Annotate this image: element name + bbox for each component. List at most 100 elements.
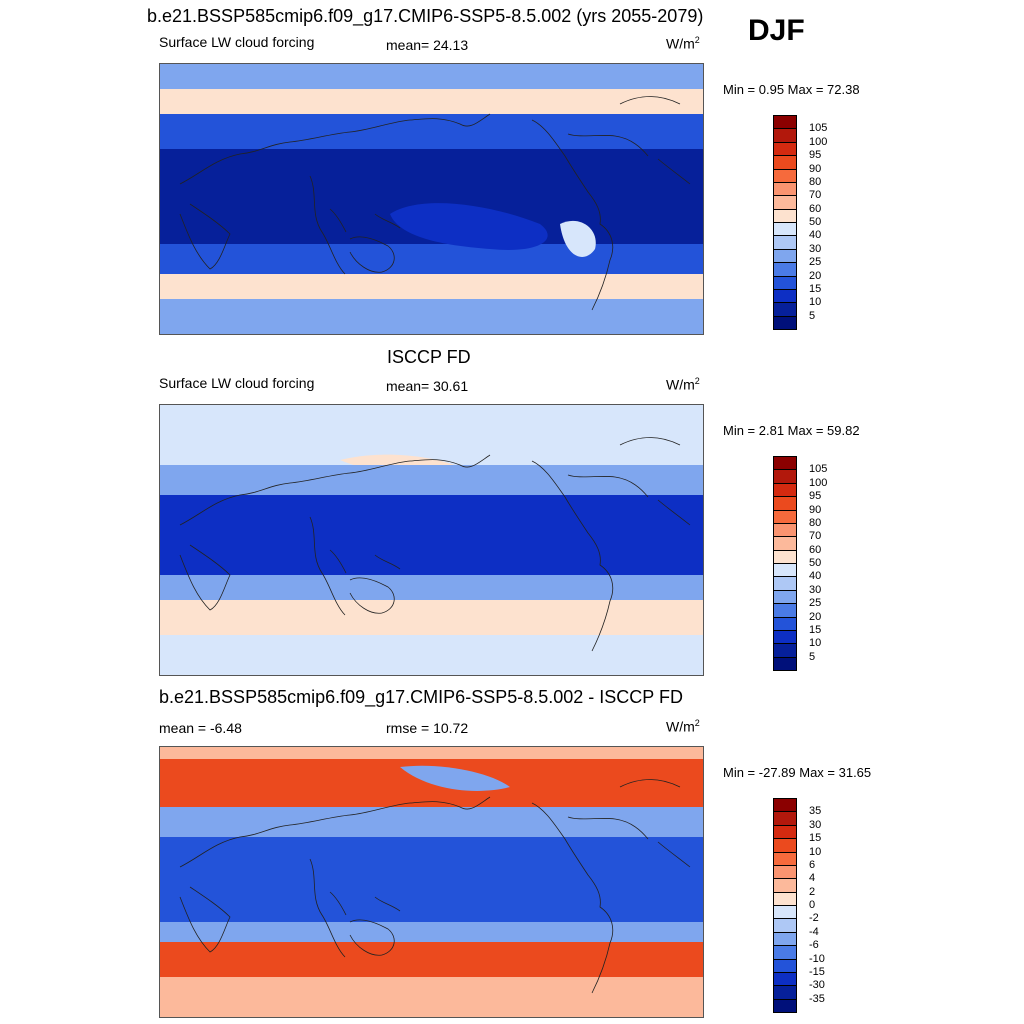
colorbar-swatch xyxy=(773,288,797,304)
panel-1-units: W/m2 xyxy=(666,35,700,52)
colorbar-swatch xyxy=(773,838,797,853)
colorbar-tick-label: 20 xyxy=(809,610,822,623)
panel-1-title: b.e21.BSSP585cmip6.f09_g17.CMIP6-SSP5-8.… xyxy=(147,6,704,26)
southern-warm-band xyxy=(160,600,703,635)
panel-3-units: W/m2 xyxy=(666,718,700,735)
panel-3-title: b.e21.BSSP585cmip6.f09_g17.CMIP6-SSP5-8.… xyxy=(159,687,683,707)
colorbar-tick-label: 40 xyxy=(809,570,822,583)
colorbar-tick-label: 30 xyxy=(809,583,822,596)
southern-subtropic-band xyxy=(160,922,703,942)
coastline xyxy=(329,891,347,916)
southern-warm-band xyxy=(160,274,703,299)
season-label: DJF xyxy=(748,14,805,47)
colorbar-tick-label: -2 xyxy=(809,912,819,925)
colorbar-swatch xyxy=(773,958,797,973)
colorbar-tick-label: 30 xyxy=(809,242,822,255)
coastline xyxy=(619,779,681,788)
panel-2-minmax: Min = 2.81 Max = 59.82 xyxy=(723,423,860,438)
colorbar-tick-label: 80 xyxy=(809,175,822,188)
colorbar-swatch xyxy=(773,469,797,484)
colorbar-swatch xyxy=(773,549,797,564)
colorbar-swatch xyxy=(773,985,797,1000)
colorbar-tick-label: 90 xyxy=(809,503,822,516)
coastline xyxy=(309,516,346,616)
panel-3-minmax: Min = -27.89 Max = 31.65 xyxy=(723,765,872,780)
colorbar-swatch xyxy=(773,181,797,197)
colorbar-tick-label: 25 xyxy=(809,256,822,269)
coastline xyxy=(567,133,649,157)
coastline xyxy=(179,203,231,270)
panel-2-variable-label: Surface LW cloud forcing xyxy=(159,375,315,391)
colorbar-tick-label: -6 xyxy=(809,939,819,952)
colorbar-swatch xyxy=(773,496,797,511)
colorbar-tick-label: 25 xyxy=(809,597,822,610)
colorbar-swatch xyxy=(773,235,797,250)
colorbar-swatch xyxy=(773,798,797,813)
colorbar-swatch xyxy=(773,195,797,210)
colorbar-tick-label: -30 xyxy=(809,979,825,992)
colorbar-tick-label: 4 xyxy=(809,872,816,885)
coastline xyxy=(329,549,347,574)
colorbar-swatch xyxy=(773,482,797,498)
colorbar-swatch xyxy=(773,536,797,551)
coastline xyxy=(309,175,346,275)
arctic-band xyxy=(160,747,703,759)
colorbar-swatch xyxy=(773,945,797,960)
colorbar-tick-label: -4 xyxy=(809,925,819,938)
colorbar-tick-label: -15 xyxy=(809,965,825,978)
colorbar-swatch xyxy=(773,509,797,524)
colorbar-swatch xyxy=(773,643,797,658)
colorbar-swatch xyxy=(773,563,797,578)
colorbar-swatch xyxy=(773,522,797,538)
colorbar-swatch xyxy=(773,155,797,170)
northern-midlat-band xyxy=(160,807,703,837)
colorbar-tick-label: 105 xyxy=(809,122,828,135)
colorbar-swatch xyxy=(773,918,797,933)
coastline xyxy=(179,544,231,611)
coastline xyxy=(374,896,401,912)
colorbar-tick-label: 15 xyxy=(809,832,822,845)
panel-3-map-svg xyxy=(160,747,703,1017)
coastline xyxy=(179,886,231,953)
colorbar-tick-label: 50 xyxy=(809,557,822,569)
northern-pale-band xyxy=(160,415,703,465)
colorbar-swatch xyxy=(773,141,797,157)
colorbar-tick-label: 35 xyxy=(809,805,822,818)
colorbar-swatch xyxy=(773,128,797,143)
panel-2-map-svg xyxy=(160,405,703,675)
colorbar-swatch xyxy=(773,864,797,880)
colorbar-tick-label: 100 xyxy=(809,135,828,148)
colorbar-swatch xyxy=(773,891,797,906)
panel-2-mean-label: mean= 30.61 xyxy=(386,378,469,394)
antarctic-band xyxy=(160,299,703,334)
colorbar-swatch xyxy=(773,262,797,277)
colorbar-swatch xyxy=(773,629,797,645)
coastline xyxy=(179,454,491,526)
tropical-band xyxy=(160,837,703,922)
panel-3-mean-label: mean = -6.48 xyxy=(159,720,242,736)
colorbar-swatch xyxy=(773,824,797,840)
colorbar-swatch xyxy=(773,998,797,1013)
panel-1-map-svg xyxy=(160,64,703,334)
colorbar-tick-label: -10 xyxy=(809,952,825,965)
colorbar-tick-label: 40 xyxy=(809,229,822,242)
northern-midlat-band xyxy=(160,465,703,495)
colorbar-swatch xyxy=(773,656,797,671)
panel-2-colorbar: 105 100 95 90 80 70 60 50 40 30 25 20 15 10 5 xyxy=(773,456,827,671)
coastline xyxy=(619,437,681,446)
coastline xyxy=(531,119,614,311)
coastline xyxy=(374,554,401,570)
colorbar-tick-label: 6 xyxy=(809,858,816,871)
colorbar-tick-label: 60 xyxy=(809,202,822,215)
coastline xyxy=(657,499,691,526)
colorbar-tick-label: 0 xyxy=(809,899,816,911)
colorbar-tick-label: 10 xyxy=(809,296,822,309)
colorbar-swatch xyxy=(773,616,797,631)
coastline xyxy=(349,236,395,273)
southern-subtropic-band xyxy=(160,575,703,600)
coastline xyxy=(619,96,681,105)
andes-patch xyxy=(560,220,596,257)
colorbar-swatch xyxy=(773,905,797,920)
northern-warm-band xyxy=(160,89,703,114)
colorbar-swatch xyxy=(773,222,797,237)
